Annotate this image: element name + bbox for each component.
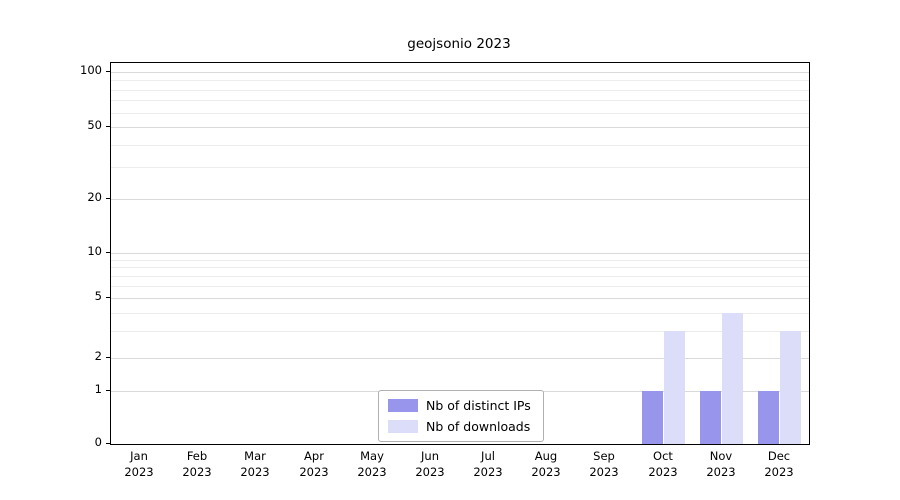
y-tick-mark <box>106 390 110 391</box>
x-tick-label: Mar 2023 <box>240 449 270 479</box>
x-tick-label: Jun 2023 <box>415 449 445 479</box>
gridline-major <box>111 199 809 200</box>
gridline-minor <box>111 276 809 277</box>
y-tick-mark <box>106 357 110 358</box>
x-tick-label: Sep 2023 <box>589 449 619 479</box>
x-tick-label: Feb 2023 <box>182 449 212 479</box>
y-tick-mark <box>106 443 110 444</box>
gridline-minor <box>111 80 809 81</box>
x-tick-label: Dec 2023 <box>764 449 794 479</box>
x-tick-label: Aug 2023 <box>531 449 561 479</box>
y-tick-label: 20 <box>87 190 102 204</box>
x-tick-label: Jan 2023 <box>124 449 154 479</box>
y-tick-mark <box>106 297 110 298</box>
x-tick-label: Jul 2023 <box>473 449 503 479</box>
gridline-minor <box>111 331 809 332</box>
legend: Nb of distinct IPs Nb of downloads <box>378 390 544 442</box>
x-tick-label: May 2023 <box>357 449 387 479</box>
bar-downloads <box>722 313 743 444</box>
y-tick-label: 0 <box>94 435 102 449</box>
gridline-major <box>111 358 809 359</box>
legend-label-downloads: Nb of downloads <box>426 419 531 434</box>
gridline-major <box>111 253 809 254</box>
legend-item-downloads: Nb of downloads <box>388 419 531 434</box>
chart-title: geojsonio 2023 <box>407 36 511 52</box>
gridline-minor <box>111 90 809 91</box>
gridline-major <box>111 298 809 299</box>
y-tick-mark <box>106 252 110 253</box>
legend-swatch-distinct-ips <box>388 399 418 412</box>
gridline-minor <box>111 260 809 261</box>
legend-label-distinct-ips: Nb of distinct IPs <box>426 398 531 413</box>
y-tick-mark <box>106 126 110 127</box>
x-tick-label: Nov 2023 <box>706 449 736 479</box>
y-tick-label: 1 <box>94 382 102 396</box>
bar-downloads <box>780 331 801 444</box>
gridline-major <box>111 72 809 73</box>
x-tick-label: Apr 2023 <box>299 449 329 479</box>
gridline-minor <box>111 313 809 314</box>
y-tick-label: 5 <box>94 289 102 303</box>
y-tick-label: 100 <box>80 63 102 77</box>
bar-distinct-ips <box>758 391 779 444</box>
gridline-minor <box>111 167 809 168</box>
y-tick-label: 10 <box>87 244 102 258</box>
x-tick-label: Oct 2023 <box>648 449 678 479</box>
legend-item-distinct-ips: Nb of distinct IPs <box>388 398 531 413</box>
y-tick-mark <box>106 71 110 72</box>
legend-swatch-downloads <box>388 420 418 433</box>
plot-area <box>110 62 810 445</box>
gridline-major <box>111 127 809 128</box>
gridline-minor <box>111 267 809 268</box>
bar-distinct-ips <box>642 391 663 444</box>
gridline-minor <box>111 286 809 287</box>
gridline-minor <box>111 113 809 114</box>
y-tick-mark <box>106 198 110 199</box>
y-tick-label: 2 <box>94 349 102 363</box>
y-tick-label: 50 <box>87 118 102 132</box>
bar-distinct-ips <box>700 391 721 444</box>
gridline-minor <box>111 100 809 101</box>
gridline-minor <box>111 145 809 146</box>
bar-downloads <box>664 331 685 444</box>
